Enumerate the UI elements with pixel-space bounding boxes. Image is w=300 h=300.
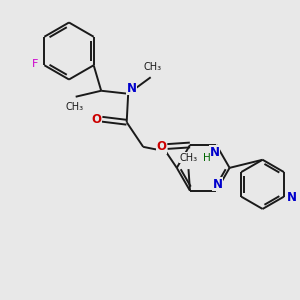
Text: N: N: [210, 146, 220, 159]
Text: CH₃: CH₃: [143, 62, 161, 72]
Text: CH₃: CH₃: [65, 102, 83, 112]
Text: F: F: [32, 59, 38, 69]
Text: N: N: [287, 191, 297, 204]
Text: N: N: [213, 178, 223, 190]
Text: O: O: [91, 113, 101, 126]
Text: N: N: [127, 82, 137, 95]
Text: O: O: [157, 140, 166, 153]
Text: H: H: [203, 153, 211, 163]
Text: CH₃: CH₃: [179, 152, 197, 163]
